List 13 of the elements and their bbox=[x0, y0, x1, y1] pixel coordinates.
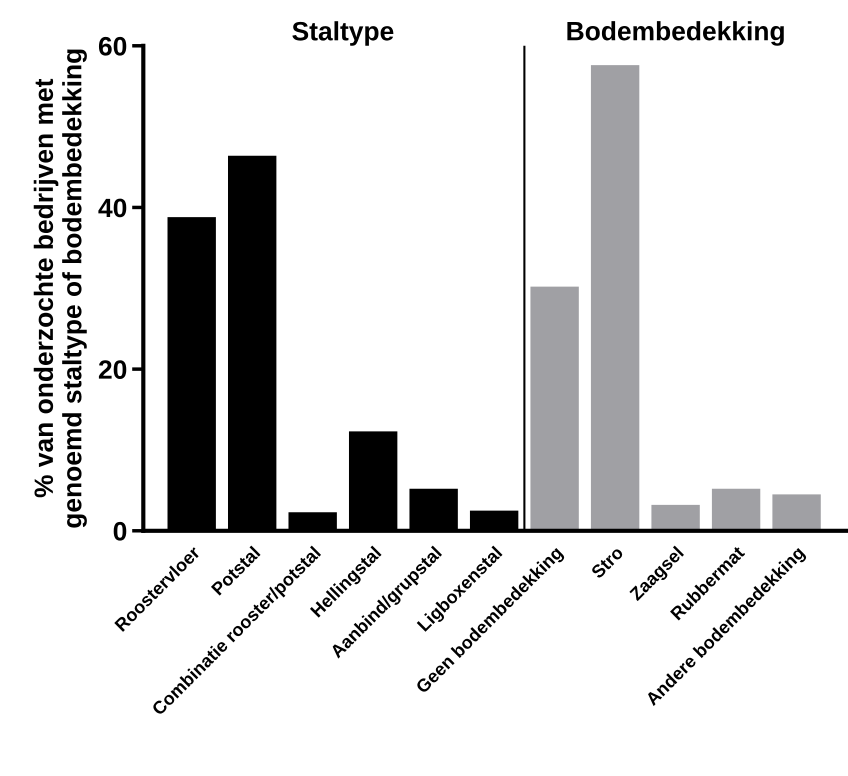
y-tick-label: 60 bbox=[98, 36, 126, 56]
y-axis-title: % van onderzochte bedrijven met genoemd staltype of bodembedekking bbox=[34, 50, 87, 528]
bar bbox=[651, 504, 700, 531]
bar bbox=[712, 488, 760, 531]
x-tick-label: Stro bbox=[590, 546, 624, 580]
y-tick-label: 0 bbox=[114, 522, 126, 541]
bar bbox=[772, 494, 821, 531]
bar bbox=[590, 65, 640, 531]
bar bbox=[530, 286, 579, 531]
annotation: Bodembedekking bbox=[567, 21, 784, 46]
annotation: Staltype bbox=[292, 21, 394, 46]
y-tick-label: 20 bbox=[98, 360, 126, 379]
y-tick-label: 40 bbox=[98, 198, 126, 218]
